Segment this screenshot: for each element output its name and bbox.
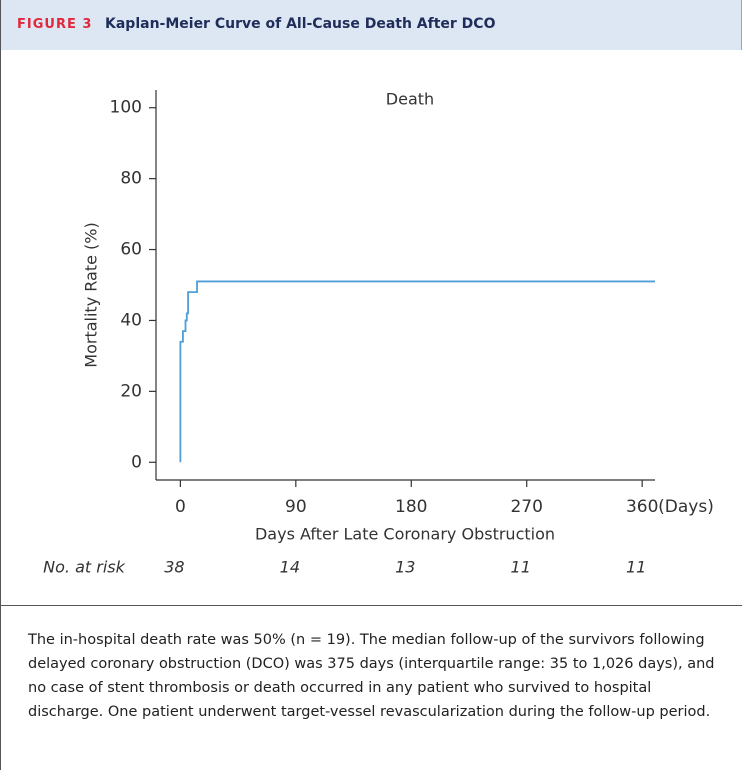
y-tick-label: 60 <box>120 240 142 260</box>
at-risk-value: 11 <box>626 558 646 577</box>
y-tick-label: 20 <box>120 381 142 401</box>
x-axis-label: Days After Late Coronary Obstruction <box>255 525 555 544</box>
figure-label: FIGURE 3 <box>17 17 93 32</box>
separator <box>0 605 742 606</box>
y-tick-label: 0 <box>131 452 142 472</box>
x-tick-label: 270 <box>510 497 542 517</box>
figure-header: FIGURE 3 Kaplan-Meier Curve of All-Cause… <box>0 0 742 50</box>
at-risk-value: 13 <box>395 558 415 577</box>
chart: 0 20 40 60 80 100 0 90 180 270 360 (Days) Days After… <box>43 90 714 577</box>
at-risk-value: 11 <box>511 558 531 577</box>
figure-title: Kaplan-Meier Curve of All-Cause Death Af… <box>105 16 496 32</box>
x-tick-label: 180 <box>395 497 427 517</box>
at-risk-value: 38 <box>164 558 184 577</box>
y-axis-label: Mortality Rate (%) <box>82 222 101 367</box>
y-tick-label: 40 <box>120 310 142 330</box>
y-tick-label: 100 <box>110 98 142 118</box>
caption: The in-hospital death rate was 50% (n = … <box>28 632 715 720</box>
at-risk-value: 14 <box>280 558 300 577</box>
at-risk-label: No. at risk <box>43 558 125 577</box>
x-tick-label: 90 <box>285 497 307 517</box>
y-tick-label: 80 <box>120 169 142 189</box>
km-curve <box>179 280 655 463</box>
x-tick-label: 360 <box>626 497 658 517</box>
x-tick-label: 0 <box>175 497 186 517</box>
x-unit: (Days) <box>658 497 714 517</box>
chart-title: Death <box>386 90 434 109</box>
